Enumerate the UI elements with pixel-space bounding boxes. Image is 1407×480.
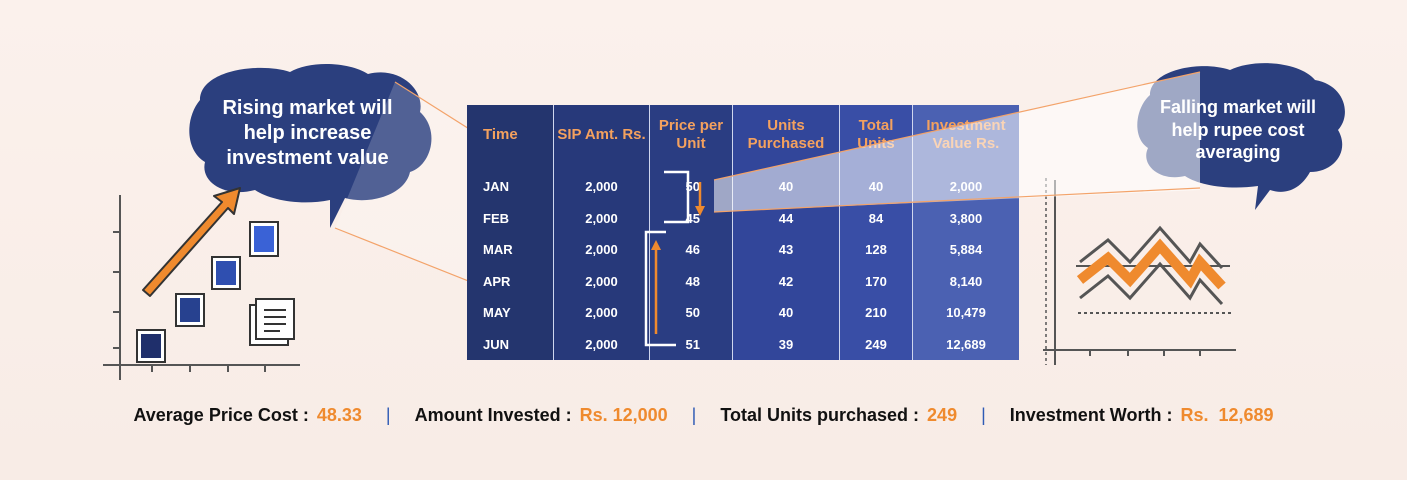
cell-total-units: 40 — [839, 165, 913, 203]
header-investment-value: Investment Value Rs. — [912, 105, 1019, 165]
cell-sip-amount: 2,000 — [553, 202, 650, 235]
cell-time: MAR — [467, 234, 554, 266]
cell-time: FEB — [467, 202, 554, 235]
cell-total-units: 249 — [839, 328, 913, 360]
summary-total-units: Total Units purchased : 249 — [720, 405, 957, 426]
table-row: JUN 2,000 51 39 249 12,689 — [467, 328, 1019, 360]
cell-investment-value: 12,689 — [912, 328, 1019, 360]
investment-worth-label: Investment Worth : — [1009, 404, 1173, 425]
cell-units-purchased: 39 — [732, 328, 840, 360]
cell-price: 46 — [649, 234, 733, 266]
cell-price: 50 — [649, 165, 733, 203]
cell-time: MAY — [467, 297, 554, 329]
sip-table: Time SIP Amt. Rs. Price per Unit Units P… — [467, 105, 1019, 360]
cell-investment-value: 2,000 — [912, 165, 1019, 203]
cell-units-purchased: 40 — [732, 297, 840, 329]
header-time: Time — [467, 105, 554, 165]
cell-time: APR — [467, 265, 554, 298]
header-sip-amount: SIP Amt. Rs. — [553, 105, 650, 165]
summary-separator: | — [385, 404, 391, 425]
table-row: MAY 2,000 50 40 210 10,479 — [467, 297, 1019, 329]
cell-units-purchased: 43 — [732, 234, 840, 266]
amount-invested-label: Amount Invested : — [414, 404, 572, 425]
cell-sip-amount: 2,000 — [553, 328, 650, 360]
cell-sip-amount: 2,000 — [553, 234, 650, 266]
average-price-label: Average Price Cost : — [133, 404, 309, 425]
cell-sip-amount: 2,000 — [553, 265, 650, 298]
cell-sip-amount: 2,000 — [553, 297, 650, 329]
summary-bar: Average Price Cost : 48.33 | Amount Inves… — [0, 400, 1407, 430]
rising-chart-icon — [103, 187, 300, 380]
table-row: FEB 2,000 45 44 84 3,800 — [467, 202, 1019, 235]
summary-separator: | — [981, 404, 986, 425]
table-row: MAR 2,000 46 43 128 5,884 — [467, 234, 1019, 266]
amount-invested-value: Rs. 12,000 — [579, 404, 668, 425]
header-total-units: Total Units — [839, 105, 913, 165]
cell-total-units: 170 — [839, 265, 913, 298]
falling-market-chart-icon — [1043, 178, 1236, 365]
cell-time: JAN — [467, 165, 554, 203]
cell-units-purchased: 42 — [732, 265, 840, 298]
cell-total-units: 210 — [839, 297, 913, 329]
cell-price: 45 — [649, 202, 733, 235]
summary-amount-invested: Amount Invested : Rs. 12,000 — [415, 405, 668, 426]
cell-time: JUN — [467, 328, 554, 360]
summary-average-price: Average Price Cost : 48.33 — [133, 405, 361, 426]
summary-separator: | — [691, 404, 697, 425]
table-row: APR 2,000 48 42 170 8,140 — [467, 265, 1019, 298]
bubble-right-text: Falling market will help rupee cost aver… — [1159, 97, 1317, 162]
cell-investment-value: 3,800 — [912, 202, 1019, 235]
header-price-per-unit: Price per Unit — [649, 105, 733, 165]
average-price-value: 48.33 — [316, 404, 362, 425]
cell-total-units: 128 — [839, 234, 913, 266]
cell-investment-value: 8,140 — [912, 265, 1019, 298]
document-icon — [249, 298, 295, 346]
header-units-purchased: Units Purchased — [732, 105, 840, 165]
total-units-label: Total Units purchased : — [720, 404, 920, 425]
cell-units-purchased: 40 — [732, 165, 840, 203]
cell-investment-value: 5,884 — [912, 234, 1019, 266]
cell-units-purchased: 44 — [732, 202, 840, 235]
summary-investment-worth: Investment Worth : Rs. 12,689 — [1010, 405, 1274, 426]
bubble-left-text: Rising market will help increase investm… — [222, 97, 393, 169]
total-units-value: 249 — [927, 404, 958, 425]
table-row: JAN 2,000 50 40 40 2,000 — [467, 165, 1019, 203]
cell-total-units: 84 — [839, 202, 913, 235]
table-header-row: Time SIP Amt. Rs. Price per Unit Units P… — [467, 105, 1019, 165]
cell-price: 48 — [649, 265, 733, 298]
cell-investment-value: 10,479 — [912, 297, 1019, 329]
cell-price: 51 — [649, 328, 733, 360]
investment-worth-value: Rs. 12,689 — [1180, 404, 1274, 425]
cell-price: 50 — [649, 297, 733, 329]
cell-sip-amount: 2,000 — [553, 165, 650, 203]
